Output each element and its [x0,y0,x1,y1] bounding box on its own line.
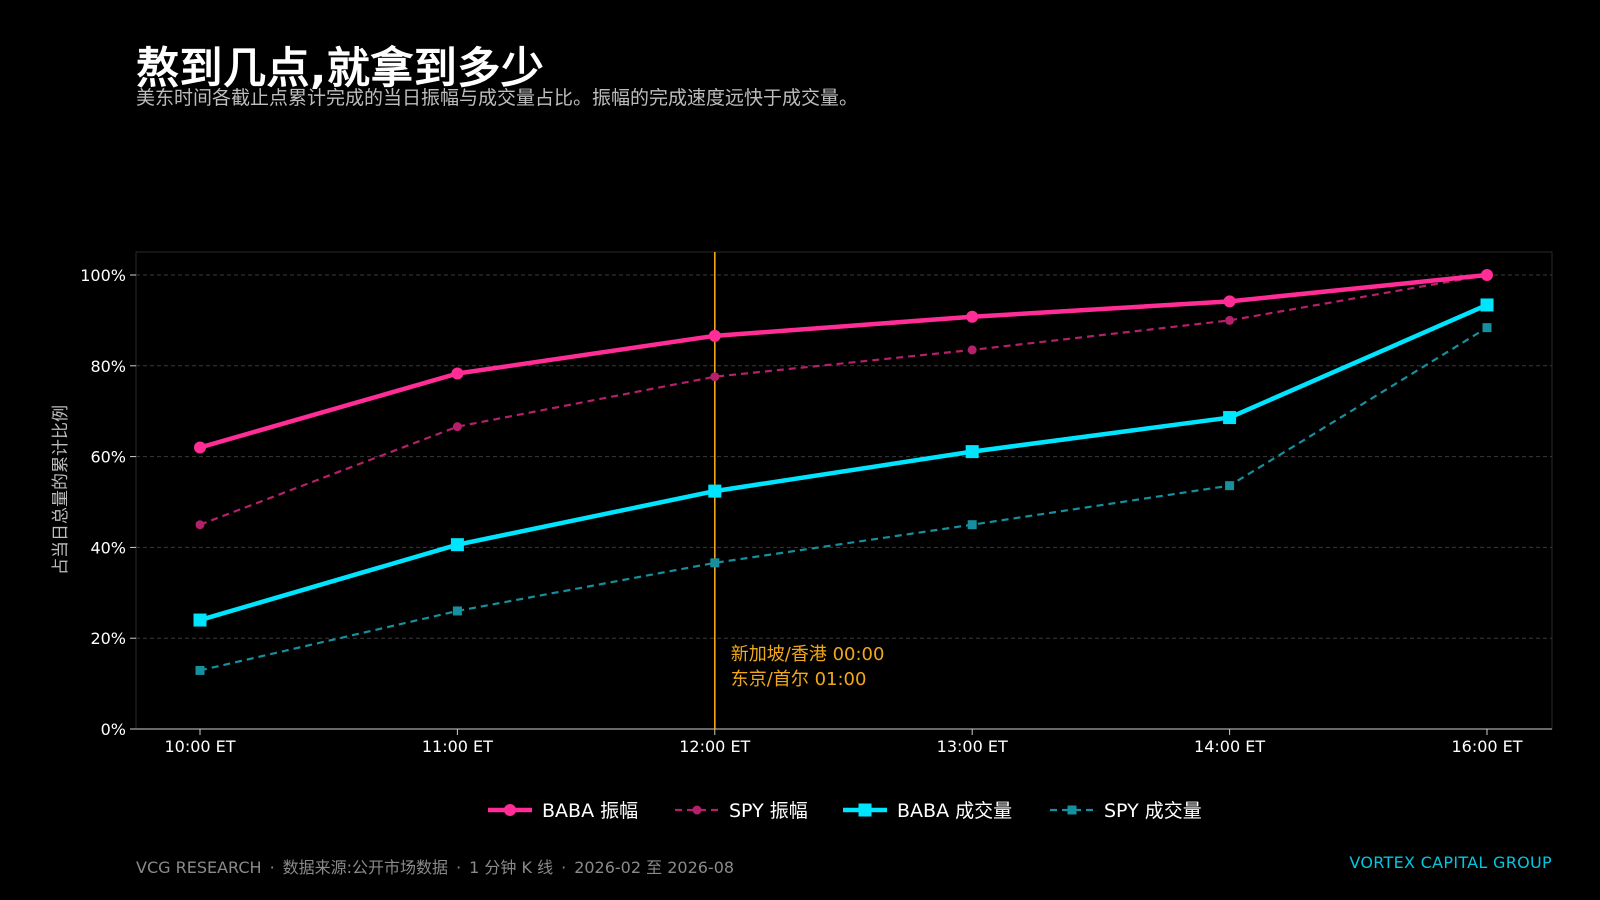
data-point [710,372,720,382]
data-point [967,520,977,530]
y-tick-label: 0% [101,720,126,739]
footer-source: 数据来源:公开市场数据 [282,858,449,877]
data-point [710,558,720,568]
footer-granularity: 1 分钟 K 线 [469,858,554,877]
x-tick-label: 10:00 ET [164,737,235,756]
chart-title: 熬到几点,就拿到多少 [136,44,545,94]
footer-brand: VCG RESEARCH [136,858,262,877]
y-tick-label: 60% [90,448,126,467]
y-tick-label: 40% [90,538,126,557]
footer-period: 2026-02 至 2026-08 [574,858,735,877]
data-point [452,422,462,432]
y-tick-label: 20% [90,629,126,648]
data-point [452,606,462,616]
x-tick-label: 16:00 ET [1451,737,1522,756]
legend-label: SPY 成交量 [1104,800,1202,822]
annotation-label: 东京/首尔 01:00 [731,669,867,690]
data-point [708,329,721,342]
data-point [967,345,977,355]
series-line-0 [199,272,1488,450]
data-point [193,613,207,627]
data-point [1225,481,1235,491]
legend-label: BABA 振幅 [542,800,638,822]
footer-separator: · [456,858,462,877]
data-point [1223,411,1237,425]
legend-label: SPY 振幅 [729,800,808,822]
data-point [708,484,722,498]
x-tick-label: 13:00 ET [937,737,1008,756]
chart-subtitle: 美东时间各截止点累计完成的当日振幅与成交量占比。振幅的完成速度远快于成交量。 [136,87,859,109]
data-point [1223,295,1236,308]
data-point [195,665,205,675]
data-point [451,367,464,380]
legend-label: BABA 成交量 [897,800,1012,822]
annotation-label: 新加坡/香港 00:00 [731,644,885,665]
footer-separator: · [269,858,275,877]
series-line-1 [199,273,1488,526]
legend-marker [1067,805,1077,815]
data-point [966,310,979,323]
data-point [450,538,464,552]
footer-source-line: VCG RESEARCH · 数据来源:公开市场数据 · 1 分钟 K 线 · 2026-0… [136,854,734,878]
legend-marker [858,803,872,817]
legend-marker [504,804,516,816]
series-line-3 [199,326,1488,672]
series-line-2 [199,302,1488,623]
legend-marker [692,805,702,815]
y-tick-label: 100% [80,266,126,285]
x-tick-label: 11:00 ET [422,737,493,756]
x-tick-label: 12:00 ET [679,737,750,756]
y-axis-label: 占当日总量的累计比例 [51,405,71,575]
data-point [195,520,205,530]
data-point [1225,315,1235,325]
data-point [965,445,979,459]
data-point [1482,323,1492,333]
x-tick-label: 14:00 ET [1194,737,1265,756]
y-tick-label: 80% [90,357,126,376]
data-point [1481,269,1493,281]
data-point [194,441,206,454]
data-point [1480,298,1494,312]
footer-separator: · [561,858,567,877]
footer-company: VORTEX CAPITAL GROUP [1349,853,1552,872]
